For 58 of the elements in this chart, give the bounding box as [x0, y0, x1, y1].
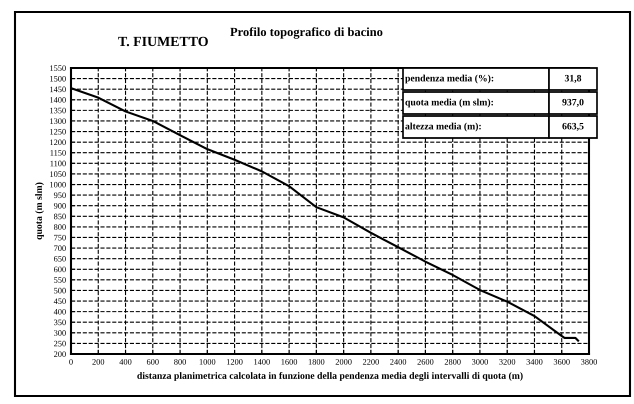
x-tick-label: 1200 — [226, 359, 243, 365]
y-tick-label: 750 — [54, 234, 66, 240]
x-tick-label: 3600 — [554, 359, 570, 365]
y-tick-label: 850 — [54, 214, 66, 220]
y-tick-label: 400 — [54, 308, 66, 315]
annotation: altezza media (m): — [405, 122, 481, 132]
y-tick-label: 1100 — [50, 160, 66, 166]
x-tick-label: 3800 — [581, 359, 598, 365]
annotation: 31,8 — [564, 74, 582, 83]
y-tick-label: 1550 — [50, 65, 66, 71]
y-tick-label: 250 — [54, 340, 66, 346]
y-tick-label: 1400 — [50, 97, 66, 103]
x-tick-label: 1600 — [282, 359, 298, 365]
y-tick-label: 1350 — [50, 108, 66, 114]
x-tick-label: 2400 — [390, 359, 406, 365]
x-tick-label: 1800 — [308, 359, 324, 365]
y-tick-label: 500 — [54, 288, 66, 294]
y-tick-label: 700 — [54, 245, 66, 252]
annotation: pendenza media (%): — [405, 74, 494, 84]
y-tick-label: 800 — [54, 224, 66, 230]
y-tick-label: 1200 — [50, 140, 66, 146]
y-tick-label: 300 — [54, 330, 66, 336]
x-tick-label: 3400 — [526, 359, 542, 365]
y-tick-label: 1050 — [50, 171, 66, 177]
y-tick-label: 1250 — [50, 128, 66, 135]
annotation: quota media (m slm): — [405, 98, 493, 108]
x-tick-label: 2200 — [362, 359, 379, 365]
x-tick-label: 3000 — [472, 359, 488, 365]
x-tick-label: 2600 — [417, 359, 434, 365]
y-axis-title: quota (m slm) — [35, 182, 44, 240]
x-tick-label: 1000 — [200, 359, 216, 365]
annotation: 937,0 — [562, 98, 584, 107]
y-tick-label: 350 — [54, 320, 66, 326]
x-tick-label: 3200 — [499, 359, 516, 365]
y-tick-label: 200 — [54, 351, 66, 357]
x-tick-label: 400 — [119, 359, 132, 365]
x-axis-title: distanza planimetrica calcolata in funzione della pendenza media degli intervalli di quota (m) — [137, 372, 523, 381]
y-tick-label: 600 — [54, 266, 66, 272]
y-tick-label: 1000 — [50, 182, 66, 188]
y-tick-label: 900 — [54, 203, 66, 209]
y-tick-label: 1500 — [50, 76, 66, 82]
x-tick-label: 200 — [92, 359, 104, 365]
y-tick-label: 1150 — [50, 150, 66, 156]
chart-subtitle: T. FIUMETTO — [118, 36, 208, 46]
x-tick-label: 2800 — [444, 359, 461, 365]
y-tick-label: 450 — [54, 298, 66, 304]
annotation: 663,5 — [562, 122, 584, 131]
x-tick-label: 0 — [69, 359, 73, 365]
x-tick-label: 600 — [146, 359, 159, 365]
chart-title: Profilo topografico di bacino — [230, 27, 382, 39]
x-tick-label: 2000 — [336, 359, 352, 365]
x-tick-label: 800 — [174, 359, 186, 365]
y-tick-label: 650 — [54, 256, 66, 262]
y-tick-label: 1300 — [50, 118, 66, 124]
y-tick-label: 1450 — [50, 86, 66, 92]
y-tick-label: 550 — [54, 277, 66, 283]
x-tick-label: 1400 — [254, 359, 270, 365]
y-tick-label: 950 — [54, 192, 66, 198]
